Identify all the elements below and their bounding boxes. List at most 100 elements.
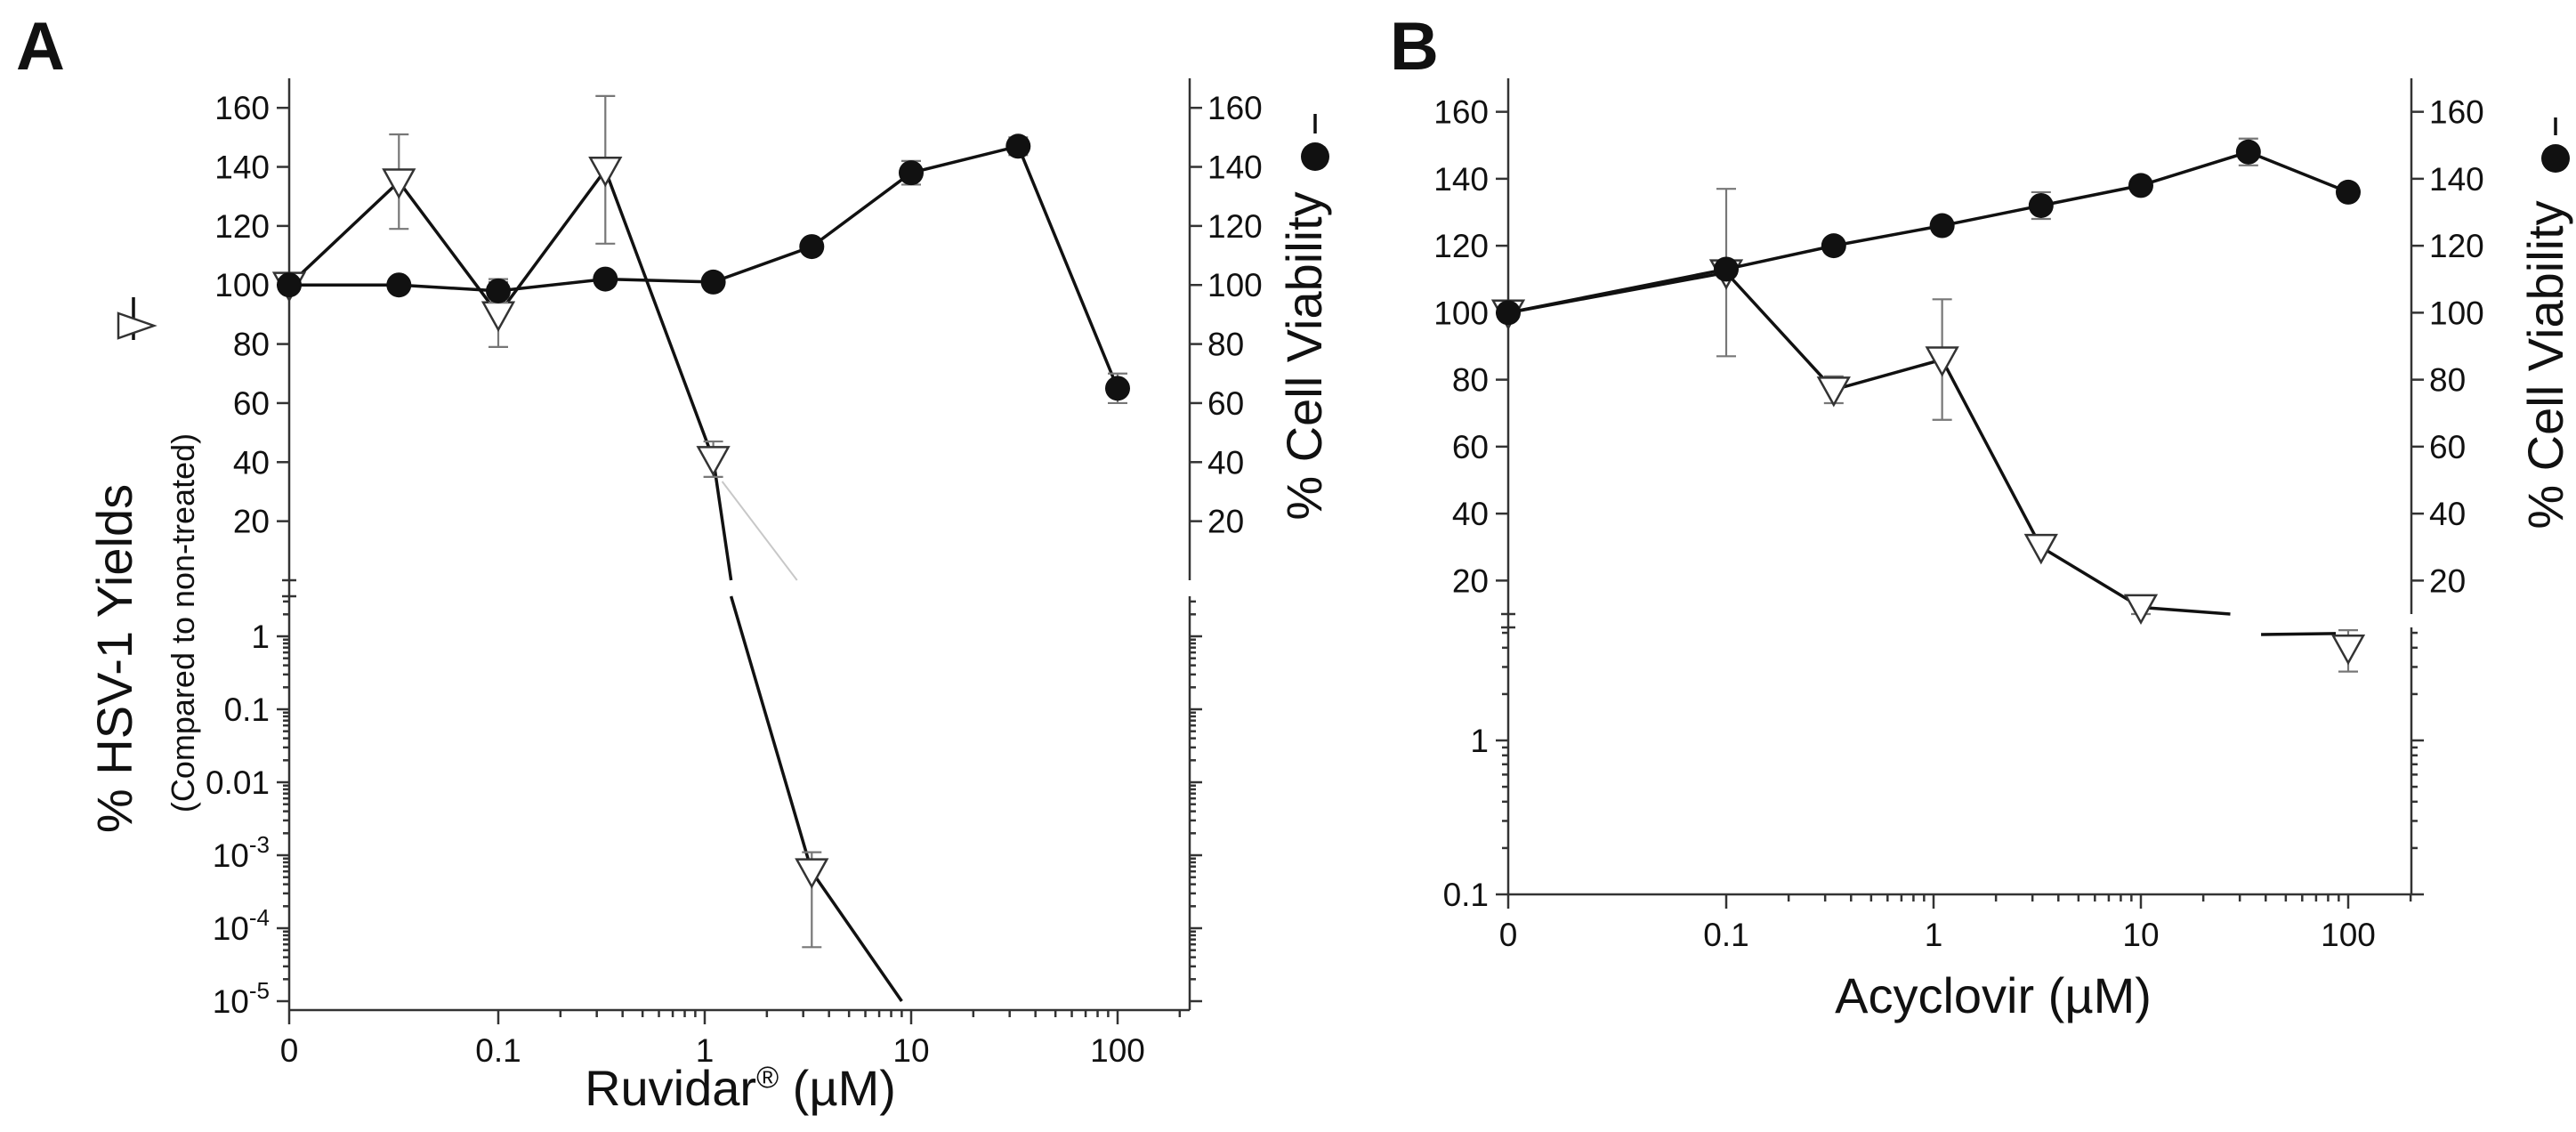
panel-b-x-tick-label: 1 (1925, 917, 1943, 953)
panel-b-viability-point (1714, 256, 1739, 282)
panel-b-hsv1-point (2330, 634, 2366, 666)
panel-b-legend-dot (2541, 117, 2570, 173)
panel-a-viability-line (289, 144, 1119, 390)
panel-label-b: B (1390, 9, 1439, 85)
panel-a-viability-point (486, 278, 511, 303)
panel-b-y-tick-label-left: 60 (1452, 429, 1489, 465)
panel-a-y-lower-tick-label: 0.1 (224, 691, 270, 728)
panel-b-y-tick-label-left: 40 (1452, 496, 1489, 532)
panel-a-hsv1-point (696, 446, 731, 477)
panel-a-y-lower-tick-label: 10-4 (213, 904, 270, 947)
panel-a-ylabel-left: % HSV-1 Yields (86, 484, 142, 833)
panel-a-y-lower-tick-label: 10-5 (213, 977, 270, 1020)
panel-b-y-tick-label-left: 120 (1433, 228, 1489, 264)
panel-label-a: A (16, 9, 65, 85)
panel-b-ylabel-right: % Cell Viability (2517, 200, 2573, 529)
panel-a-viability-point (1005, 133, 1031, 159)
panel-a-y-tick-label-right: 40 (1207, 444, 1244, 481)
panel-a-hsv1-point (588, 156, 623, 188)
panel-b-hsv1-point (2023, 533, 2058, 565)
panel-a-y-tick-label-left: 20 (233, 504, 270, 540)
panel-a-y-lower-tick-label: 1 (251, 619, 270, 655)
panel-b-viability-point (1496, 300, 1521, 326)
panel-a-y-tick-label-right: 60 (1207, 385, 1244, 422)
panel-a-y-tick-label-left: 40 (233, 444, 270, 481)
panel-b-xlabel: Acyclovir (µM) (1835, 967, 2152, 1023)
panel-a-y-tick-label-left: 120 (214, 208, 270, 245)
panel-a-xlabel: Ruvidar® (µM) (585, 1060, 896, 1116)
panel-b-viability-point (2028, 192, 2054, 218)
panel-a-series-hsv1-yields (271, 94, 903, 1002)
panel-a-viability-point (1105, 376, 1130, 401)
panel-b-viability-point (1929, 213, 1955, 239)
panel-b-y-tick-label-right: 40 (2429, 496, 2466, 532)
panel-b-plot: 0 0.1 1 10 100 20 20 40 40 60 60 80 80 100 100 120 120 14… (1433, 78, 2484, 953)
panel-a-viability-point (277, 272, 302, 298)
panel-a-xlabel-name: Ruvidar (585, 1060, 756, 1116)
panel-a-y-tick-label-left: 100 (214, 267, 270, 303)
panel-b-hsv1-point (1925, 346, 1959, 377)
panel-a-hsv1-line-faint (721, 481, 798, 581)
panel-a-y-tick-label-right: 140 (1207, 150, 1263, 186)
panel-b-x-tick-label: 0.1 (1703, 917, 1748, 953)
panel-b-y-tick-label-right: 20 (2429, 562, 2466, 599)
panel-b-series-cell-viability (1496, 137, 2361, 326)
panel-b-y-tick-label-right: 160 (2429, 94, 2484, 131)
panel-a-hsv1-line-upper (287, 166, 733, 581)
panel-b-x-tick-label: 0 (1499, 917, 1518, 953)
panel-b-y-lower-tick-label: 0.1 (1443, 877, 1489, 913)
panel-a-hsv1-point (382, 168, 416, 199)
panel-a-y-tick-label-right: 100 (1207, 267, 1263, 303)
panel-a-y-tick-label-left: 140 (214, 150, 270, 186)
panel-a-ylabel-right: % Cell Viability (1276, 191, 1332, 520)
panel-a-viability-point (386, 272, 412, 298)
panel-a-y-tick-label-right: 20 (1207, 504, 1244, 540)
panel-a-y-lower-tick-label: 0.01 (206, 764, 270, 801)
panel-a-xlabel-unit: (µM) (779, 1060, 896, 1116)
panel-b-hsv1-line (1507, 271, 2231, 616)
panel-a-y-lower-tick-label: 10-3 (213, 831, 270, 874)
panel-b-viability-point (2235, 139, 2261, 165)
panel-a-x-tick-label: 1 (696, 1032, 715, 1069)
panel-a-hsv1-point (480, 301, 516, 332)
panel-a-ylabel-right-text: % Cell Viability (1276, 191, 1332, 520)
panel-b-viability-point (2128, 173, 2153, 198)
panel-b-y-tick-label-left: 100 (1433, 295, 1489, 331)
panel-b-y-tick-label-right: 80 (2429, 362, 2466, 399)
panel-a-y-tick-label-right: 160 (1207, 90, 1263, 126)
panel-a-y-tick-label-left: 80 (233, 327, 270, 363)
panel-b-y-tick-label-left: 20 (1452, 562, 1489, 599)
panel-b-xlabel-unit: (µM) (2034, 967, 2152, 1023)
panel-a-legend-dot (1301, 114, 1329, 171)
panel-b-x-tick-label: 100 (2321, 917, 2376, 953)
panel-b-xlabel-name: Acyclovir (1835, 967, 2034, 1023)
panel-b-viability-point (1821, 233, 1846, 259)
panel-a-y-tick-label-right: 120 (1207, 208, 1263, 245)
panel-b-y-lower-tick-label: 1 (1470, 723, 1489, 759)
panel-b-hsv1-point (1816, 376, 1851, 408)
panel-a-x-tick-label: 100 (1090, 1032, 1145, 1069)
panel-a-hsv1-point (795, 858, 829, 889)
panel-b-y-tick-label-right: 60 (2429, 429, 2466, 465)
panel-a-x-tick-label: 0.1 (475, 1032, 521, 1069)
panel-a-y-tick-label-left: 60 (233, 385, 270, 422)
panel-b-y-tick-label-left: 140 (1433, 161, 1489, 198)
panel-a-hsv1-line-lower (729, 595, 903, 1002)
panel-a-y-tick-label-left: 160 (214, 90, 270, 126)
panel-b-y-tick-label-right: 100 (2429, 295, 2484, 331)
panel-b-viability-line (1507, 150, 2349, 315)
panel-b-hsv1-point (2123, 594, 2159, 626)
panel-b-series-hsv1-yields (1490, 188, 2366, 673)
panel-b-y-tick-label-left: 160 (1433, 94, 1489, 131)
panel-a-viability-point (700, 269, 726, 295)
panel-b-ylabel-right-text: % Cell Viability (2517, 200, 2573, 529)
panel-b-viability-point (2336, 179, 2361, 205)
panel-a-y-tick-label-right: 80 (1207, 327, 1244, 363)
panel-a-legend-triangle (117, 297, 157, 340)
panel-b-y-tick-label-right: 140 (2429, 161, 2484, 198)
panel-b-hsv1-line-tail (2261, 632, 2337, 636)
panel-b-y-tick-label-right: 120 (2429, 228, 2484, 264)
panel-a-ylabel-left-sub: (Compared to non-treated) (165, 433, 201, 813)
panel-a-xlabel-registered: ® (756, 1061, 779, 1095)
